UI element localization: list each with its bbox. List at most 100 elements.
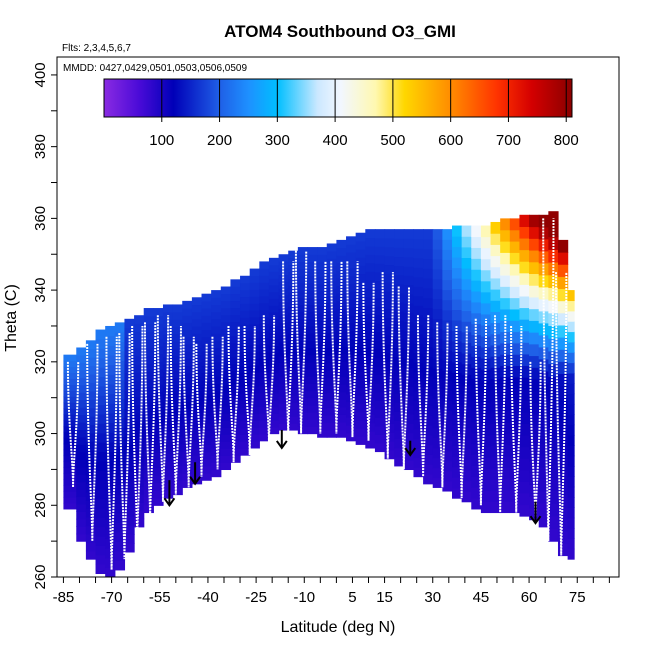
heatmap-cell xyxy=(480,369,492,381)
heatmap-cell xyxy=(461,310,472,322)
heatmap-cell xyxy=(211,347,222,356)
flight-profile-trace xyxy=(330,261,343,434)
flight-profile-trace xyxy=(227,325,240,463)
heatmap-cell xyxy=(76,354,87,363)
heatmap-cell xyxy=(288,409,299,417)
heatmap-cell xyxy=(240,448,251,456)
heatmap-cell xyxy=(191,440,203,449)
heatmap-cell xyxy=(191,426,203,435)
heatmap-cell xyxy=(63,467,77,474)
heatmap-cell xyxy=(471,378,482,390)
heatmap-cell xyxy=(519,272,530,285)
heatmap-cell xyxy=(557,421,569,435)
heatmap-cell xyxy=(355,305,366,315)
heatmap-cell xyxy=(336,293,347,302)
heatmap-cell xyxy=(249,372,260,380)
heatmap-cell xyxy=(134,380,145,390)
heatmap-cell xyxy=(172,355,183,364)
heatmap-cell xyxy=(509,365,521,378)
heatmap-cell xyxy=(403,266,415,276)
heatmap-cell xyxy=(442,440,453,452)
heatmap-cell xyxy=(403,247,415,258)
heatmap-cell xyxy=(268,318,280,327)
heatmap-cell xyxy=(85,441,97,451)
heatmap-cell xyxy=(191,462,203,471)
heatmap-cell xyxy=(134,429,145,438)
heatmap-cell xyxy=(259,433,270,442)
heatmap-cell xyxy=(259,420,270,428)
heatmap-cell xyxy=(519,295,530,309)
heatmap-cell xyxy=(538,298,549,312)
heatmap-cell xyxy=(365,405,376,415)
heatmap-cell xyxy=(374,331,386,341)
heatmap-cell xyxy=(509,433,521,446)
heatmap-cell xyxy=(268,420,280,428)
heatmap-cell xyxy=(124,363,135,374)
heatmap-cell xyxy=(268,345,280,354)
heatmap-cell xyxy=(403,423,415,434)
heatmap-cell xyxy=(297,325,309,334)
heatmap-cell xyxy=(85,357,97,367)
heatmap-cell xyxy=(413,419,424,430)
heatmap-cell xyxy=(394,238,405,248)
heatmap-cell xyxy=(529,367,540,380)
heatmap-cell xyxy=(124,462,135,472)
heatmap-cell xyxy=(230,405,241,414)
heatmap-cell xyxy=(452,288,463,300)
heatmap-cell xyxy=(153,308,164,317)
heatmap-cell xyxy=(365,279,376,289)
heatmap-cell xyxy=(191,297,203,306)
heatmap-cell xyxy=(143,378,154,388)
heatmap-cell xyxy=(384,370,395,380)
heatmap-cell xyxy=(105,480,116,491)
heatmap-cell xyxy=(124,372,135,383)
heatmap-cell xyxy=(548,388,559,403)
heatmap-cell xyxy=(182,336,193,345)
heatmap-cell xyxy=(153,444,164,453)
heatmap-cell xyxy=(95,395,106,406)
heatmap-cell xyxy=(307,354,318,363)
heatmap-cell xyxy=(500,354,511,367)
heatmap-cell xyxy=(105,403,116,414)
heatmap-cell xyxy=(191,325,203,334)
heatmap-cell xyxy=(63,378,77,385)
dates-note: MMDD: 0427,0429,0501,0503,0506,0509 xyxy=(63,63,247,74)
heatmap-cell xyxy=(297,297,309,306)
heatmap-cell xyxy=(85,373,97,383)
heatmap-cell xyxy=(567,310,575,322)
heatmap-cell xyxy=(509,354,521,367)
heatmap-cell xyxy=(288,423,299,431)
y-axis-label: Theta (C) xyxy=(3,284,20,352)
heatmap-cell xyxy=(297,376,309,384)
heatmap-cell xyxy=(365,338,376,348)
heatmap-cell xyxy=(211,455,222,463)
heatmap-cell xyxy=(461,437,472,450)
heatmap-cell xyxy=(346,275,357,285)
heatmap-cell xyxy=(326,399,337,408)
heatmap-cell xyxy=(211,290,222,298)
heatmap-cell xyxy=(500,399,511,412)
heatmap-cell xyxy=(336,239,347,249)
heatmap-cell xyxy=(85,483,97,493)
heatmap-cell xyxy=(259,378,270,387)
heatmap-cell xyxy=(432,477,443,488)
heatmap-cell xyxy=(114,369,126,381)
heatmap-cell xyxy=(268,298,280,306)
arrows-layer xyxy=(163,429,542,525)
heatmap-cell xyxy=(461,225,472,237)
heatmap-cell xyxy=(461,480,472,492)
heatmap-cell xyxy=(288,402,299,410)
heatmap-cell xyxy=(548,401,559,415)
heatmap-cell xyxy=(365,229,376,239)
heatmap-cell xyxy=(509,297,521,310)
heatmap-cell xyxy=(557,385,569,399)
heatmap-cell xyxy=(519,319,530,332)
heatmap-cell xyxy=(567,517,575,529)
heatmap-cell xyxy=(471,487,482,499)
heatmap-cell xyxy=(85,542,97,552)
heatmap-cell xyxy=(259,364,270,373)
heatmap-cell xyxy=(105,528,116,539)
heatmap-cell xyxy=(114,446,126,457)
heatmap-cell xyxy=(432,407,443,419)
heatmap-cell xyxy=(259,385,270,394)
